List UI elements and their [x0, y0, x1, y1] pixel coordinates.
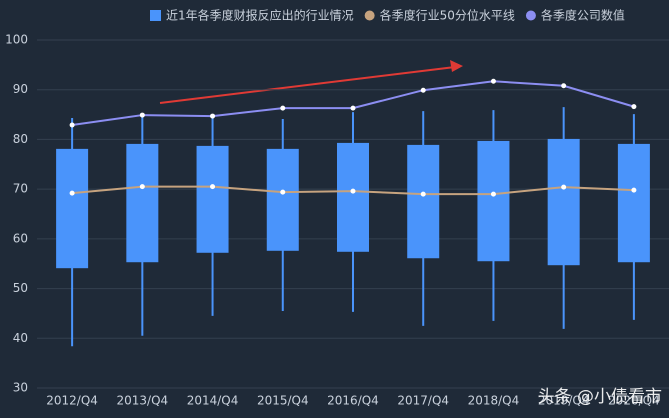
box	[617, 143, 650, 263]
point	[280, 189, 286, 195]
legend-label: 各季度公司数值	[541, 8, 625, 23]
point	[420, 191, 426, 197]
point	[350, 188, 356, 194]
y-tick-label: 30	[13, 381, 28, 395]
legend: 近1年各季度财报反应出的行业情况 各季度行业50分位水平线 各季度公司数值	[150, 8, 625, 23]
legend-label: 近1年各季度财报反应出的行业情况	[166, 8, 354, 23]
x-tick-label: 2018/Q4	[468, 394, 520, 408]
box	[126, 143, 159, 263]
x-tick-label: 2014/Q4	[187, 394, 239, 408]
legend-swatch	[525, 10, 536, 21]
legend-swatch	[150, 10, 161, 21]
x-tick-label: 2013/Q4	[116, 394, 168, 408]
point	[139, 184, 145, 190]
y-tick-label: 50	[13, 281, 28, 295]
watermark: 头条 @小债看市	[538, 387, 662, 407]
y-tick-label: 40	[13, 331, 28, 345]
point	[490, 191, 496, 197]
trend-arrow-head	[450, 60, 463, 72]
box	[407, 144, 440, 259]
y-tick-label: 100	[5, 33, 28, 47]
point	[490, 78, 496, 84]
point	[69, 190, 75, 196]
x-tick-label: 2020/Q4	[608, 394, 660, 408]
trend-arrow	[159, 66, 456, 104]
point	[350, 105, 356, 111]
point	[69, 122, 75, 128]
x-tick-label: 2012/Q4	[46, 394, 98, 408]
y-tick-label: 70	[13, 182, 28, 196]
point	[561, 83, 567, 89]
x-tick-label: 2019/Q4	[538, 394, 590, 408]
legend-swatch	[364, 10, 375, 21]
y-tick-label: 80	[13, 132, 28, 146]
point	[280, 105, 286, 111]
point	[420, 87, 426, 93]
point	[631, 104, 637, 110]
point	[139, 112, 145, 118]
box	[266, 148, 299, 251]
box	[196, 145, 229, 253]
legend-label: 各季度行业50分位水平线	[380, 8, 515, 23]
box	[547, 138, 580, 266]
point	[210, 113, 216, 119]
x-tick-label: 2016/Q4	[327, 394, 379, 408]
point	[561, 184, 567, 190]
point	[210, 184, 216, 190]
x-tick-label: 2017/Q4	[397, 394, 449, 408]
y-tick-label: 60	[13, 231, 28, 245]
box	[56, 148, 89, 269]
box	[337, 142, 369, 252]
box	[477, 140, 510, 262]
point	[631, 187, 637, 193]
y-tick-label: 90	[13, 82, 28, 96]
x-tick-label: 2015/Q4	[257, 394, 309, 408]
